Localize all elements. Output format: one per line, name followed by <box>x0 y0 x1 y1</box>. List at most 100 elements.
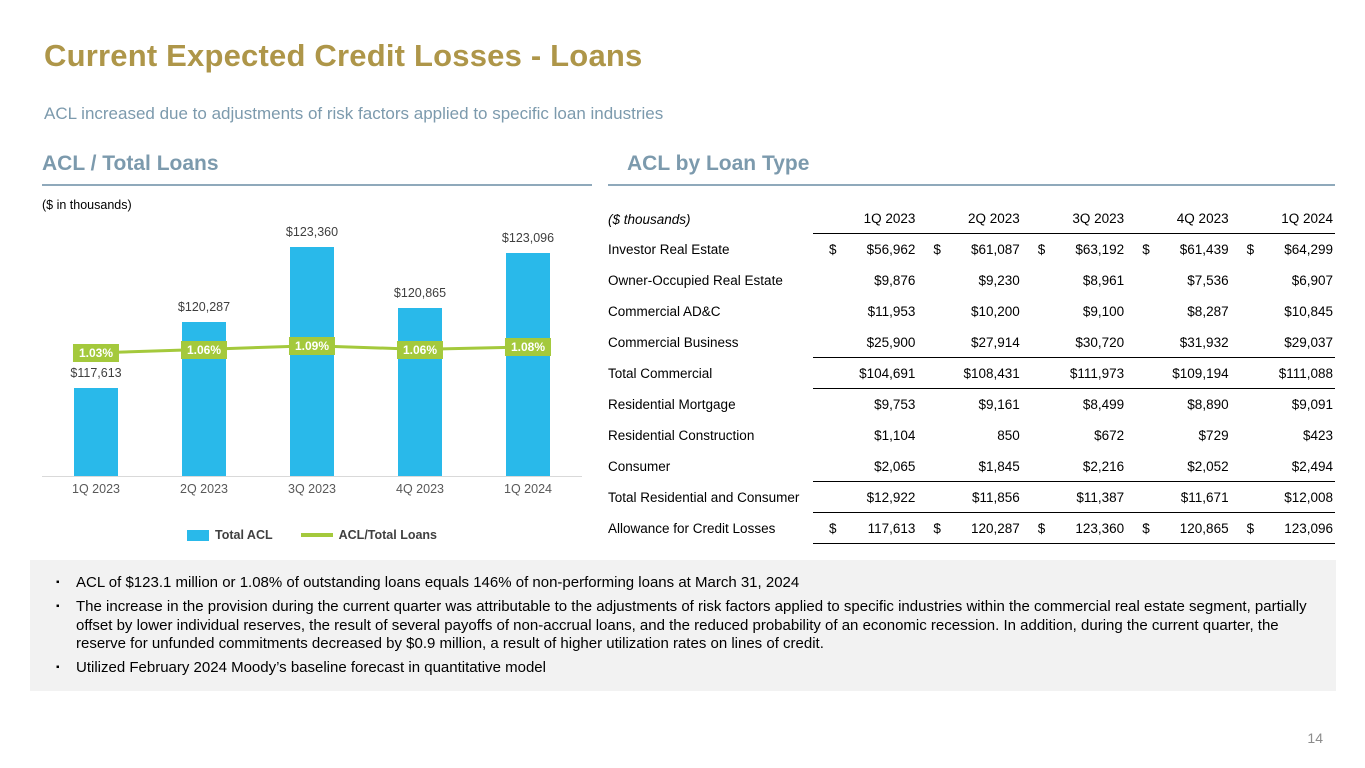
table-cell: $ $61,439 <box>1126 234 1230 265</box>
dollar-sign: $ <box>933 520 941 536</box>
dollar-sign: $ <box>1037 242 1046 257</box>
cell-value: $9,091 <box>1291 397 1333 412</box>
bullet-marker-icon: ▪ <box>56 577 60 588</box>
table-cell: $ $56,962 <box>813 234 917 265</box>
column-header-label: 2Q 2023 <box>968 211 1020 226</box>
acl-loan-type-table: ($ thousands) 1Q 2023 2Q 2023 3Q 2023 4Q 202… <box>608 204 1335 544</box>
table-cell: $30,720 <box>1021 327 1127 358</box>
slide-subtitle: ACL increased due to adjustments of risk… <box>44 104 664 123</box>
page-title: Current Expected Credit Losses - Loans <box>44 38 643 73</box>
dollar-sign: $ <box>829 520 837 536</box>
line-swatch-icon <box>300 533 333 537</box>
table-cell: $8,287 <box>1126 296 1230 327</box>
bullet-marker-icon: ▪ <box>56 601 60 613</box>
dollar-sign: $ <box>1142 242 1150 257</box>
bullet-text: ACL of $123.1 million or 1.08% of outsta… <box>76 574 800 591</box>
column-header: 1Q 2024 <box>1230 204 1335 234</box>
cell-value: $2,065 <box>874 458 916 474</box>
total-acl-bar <box>506 253 550 476</box>
cell-value: $2,052 <box>1187 458 1229 474</box>
cell-value: $27,914 <box>970 334 1020 350</box>
table-cell: $ $61,087 <box>917 234 1021 265</box>
cell-value: $30,720 <box>1075 334 1125 350</box>
dollar-sign: $ <box>1246 242 1255 257</box>
row-label: Commercial AD&C <box>608 304 721 319</box>
notes-panel: ▪ ACL of $123.1 million or 1.08% of outst… <box>30 560 1336 692</box>
table-cell: $111,088 <box>1230 358 1335 389</box>
table-cell: $31,932 <box>1126 327 1231 358</box>
bullet-text: The increase in the provision during the… <box>76 598 1307 652</box>
table-row: Residential Mortgage $9,753 $9,161 $8,499 $8… <box>608 389 1335 420</box>
chart-units-note: ($ in thousands) <box>42 198 132 212</box>
cell-value: 123,360 <box>1075 520 1125 536</box>
bullet-item: ▪ ACL of $123.1 million or 1.08% of outst… <box>30 574 1336 592</box>
table-row: Commercial AD&C $11,953 $10,200 $9,100 $8,28… <box>608 296 1335 327</box>
legend-label: ACL/Total Loans <box>338 528 438 542</box>
bullet-text: Utilized February 2024 Moody’s baseline … <box>76 659 546 677</box>
column-header: 1Q 2023 <box>813 204 918 234</box>
table-cell: $2,065 <box>813 451 918 482</box>
table-cell: $2,494 <box>1230 451 1335 482</box>
cell-value: $1,845 <box>978 458 1020 474</box>
cell-value: $10,845 <box>1284 304 1333 319</box>
table-cell: $11,387 <box>1021 482 1127 513</box>
cell-value: 123,096 <box>1284 520 1333 536</box>
cell-value: $729 <box>1198 428 1229 443</box>
column-header: 3Q 2023 <box>1021 204 1127 234</box>
table-cell: $120,287 <box>917 513 1022 544</box>
table-cell: $672 <box>1022 420 1126 451</box>
row-label: Total Residential and Consumer <box>608 490 800 505</box>
dollar-sign: $ <box>1246 520 1255 536</box>
row-label: Total Commercial <box>608 366 713 381</box>
cell-value: $423 <box>1302 428 1333 443</box>
table-row: Investor Real Estate $ $56,962 $ $61,087 $ $63… <box>608 234 1335 265</box>
table-cell: $29,037 <box>1230 327 1335 358</box>
legend-item: ACL/Total Loans <box>300 528 438 542</box>
table-cell: $8,890 <box>1126 389 1230 420</box>
cell-value: $11,671 <box>1180 489 1229 505</box>
category-label: 4Q 2023 <box>396 482 444 496</box>
cell-value: $108,431 <box>963 365 1020 381</box>
table-cell: $10,200 <box>917 296 1021 327</box>
cell-value: $31,932 <box>1179 334 1229 350</box>
cell-value: $109,194 <box>1172 365 1229 381</box>
table-cell: $9,230 <box>917 265 1021 296</box>
row-label: Residential Construction <box>608 428 755 443</box>
bar-value-label: $120,865 <box>393 286 447 300</box>
table-cell: $2,216 <box>1021 451 1127 482</box>
acl-total-loans-section: ACL / Total Loans ($ in thousands) $117,… <box>42 152 592 542</box>
table-cell: $11,671 <box>1126 482 1231 513</box>
table-row: Residential Construction $1,104 850 $672 $72… <box>608 420 1335 451</box>
bullet-item: ▪ Utilized February 2024 Moody’s baseline… <box>30 659 1336 677</box>
table-row: Total Residential and Consumer $12,922 $11… <box>608 482 1335 513</box>
column-header-label: 3Q 2023 <box>1072 211 1125 226</box>
table-cell: $8,961 <box>1022 265 1126 296</box>
row-label: Allowance for Credit Losses <box>608 521 776 536</box>
acl-by-loan-type-section: ACL by Loan Type ($ thousands) 1Q 2023 2Q … <box>608 152 1335 544</box>
cell-value: $63,192 <box>1075 242 1125 257</box>
acl-ratio-label: 1.03% <box>72 344 120 363</box>
table-cell: $123,096 <box>1230 513 1335 544</box>
cell-value: $11,387 <box>1076 489 1125 505</box>
column-header-label: 4Q 2023 <box>1176 211 1229 226</box>
bar-value-label: $120,287 <box>177 300 231 314</box>
column-header: 2Q 2023 <box>917 204 1022 234</box>
table-row: Allowance for Credit Losses $117,613 $120,… <box>608 513 1335 544</box>
category-label: 1Q 2024 <box>504 482 552 496</box>
bullet-item: ▪ The increase in the provision during th… <box>30 598 1336 653</box>
table-cell: $123,360 <box>1021 513 1127 544</box>
chart-plot-area: $117,613 $120,287 $123,360 $120,865 $123,096… <box>42 225 582 477</box>
table-cell: $423 <box>1231 420 1335 451</box>
table-cell: $10,845 <box>1231 296 1335 327</box>
table-cell: $120,865 <box>1126 513 1231 544</box>
category-label: 1Q 2023 <box>72 482 120 496</box>
table-cell: $111,973 <box>1021 358 1127 389</box>
table-cell: $8,499 <box>1022 389 1126 420</box>
table-cell: $9,100 <box>1022 296 1126 327</box>
cell-value: $7,536 <box>1187 273 1229 288</box>
bar-swatch-icon <box>186 529 209 541</box>
dollar-sign: $ <box>933 242 941 257</box>
cell-value: $56,962 <box>866 242 916 257</box>
cell-value: $10,200 <box>970 304 1020 319</box>
cell-value: 117,613 <box>867 520 916 536</box>
